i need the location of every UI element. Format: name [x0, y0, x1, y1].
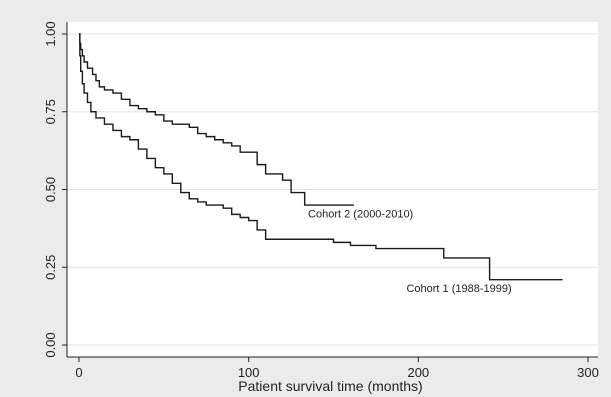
series-label-1: Cohort 2 (2000-2010)	[308, 208, 413, 220]
y-tick-label-1: 0.25	[43, 255, 58, 280]
x-tick-label-2: 200	[407, 365, 429, 380]
y-tick-label-4: 1.00	[43, 21, 58, 46]
x-tick-label-1: 100	[238, 365, 260, 380]
series-line-1	[79, 33, 354, 206]
x-axis-title: Patient survival time (months)	[238, 378, 422, 394]
series-line-2	[79, 33, 563, 281]
series-label-2: Cohort 1 (1988-1999)	[406, 283, 511, 295]
x-tick-label-3: 300	[577, 365, 599, 380]
y-tick-label-0: 0.00	[43, 332, 58, 357]
y-tick-label-2: 0.50	[43, 177, 58, 202]
y-tick-label-3: 0.75	[43, 99, 58, 124]
x-tick-label-0: 0	[75, 365, 82, 380]
